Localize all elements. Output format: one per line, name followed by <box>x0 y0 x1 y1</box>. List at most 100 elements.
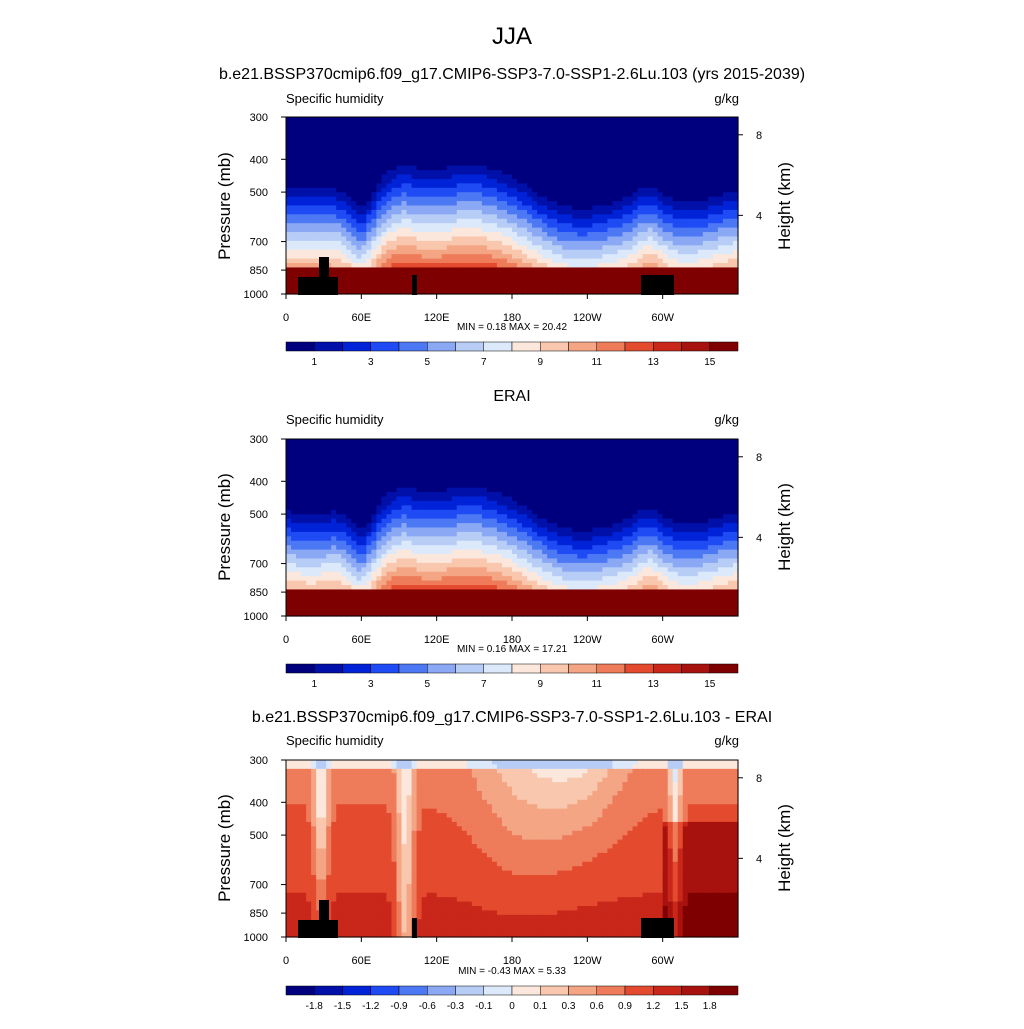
field-cell <box>487 152 493 157</box>
field-cell <box>562 166 568 171</box>
field-cell <box>412 192 418 197</box>
field-cell <box>537 245 543 250</box>
field-cell <box>507 483 513 488</box>
field-cell <box>402 210 408 215</box>
field-cell <box>457 276 463 281</box>
field-cell <box>643 250 649 255</box>
field-cell <box>643 466 649 471</box>
field-cell <box>683 130 689 135</box>
field-cell <box>668 166 674 171</box>
field-cell <box>607 135 613 140</box>
field-cell <box>653 452 659 457</box>
field-cell <box>376 117 382 122</box>
field-cell <box>658 474 664 479</box>
field-cell <box>402 474 408 479</box>
field-cell <box>487 479 493 484</box>
field-cell <box>728 457 734 462</box>
field-cell <box>688 470 694 475</box>
field-cell <box>577 175 583 180</box>
field-cell <box>432 214 438 219</box>
field-cell <box>417 439 423 444</box>
field-cell <box>678 236 684 241</box>
field-cell <box>698 236 704 241</box>
field-cell <box>658 228 664 233</box>
field-cell <box>386 175 392 180</box>
field-cell <box>628 236 634 241</box>
field-cell <box>336 206 342 211</box>
field-cell <box>557 130 563 135</box>
field-cell <box>713 474 719 479</box>
field-cell <box>371 206 377 211</box>
field-cell <box>376 263 382 268</box>
field-cell <box>673 492 679 497</box>
field-cell <box>698 130 704 135</box>
field-cell <box>477 228 483 233</box>
field-cell <box>628 259 634 264</box>
colorbar-swatch <box>569 342 597 351</box>
field-cell <box>622 285 628 290</box>
field-cell <box>622 497 628 502</box>
field-cell <box>522 210 528 215</box>
terrain-mask <box>319 257 329 295</box>
field-cell <box>412 175 418 180</box>
field-cell <box>477 263 483 268</box>
field-cell <box>683 483 689 488</box>
field-cell <box>633 135 639 140</box>
field-cell <box>532 117 538 122</box>
field-cell <box>532 166 538 171</box>
field-cell <box>457 166 463 171</box>
field-cell <box>653 461 659 466</box>
field-cell <box>341 210 347 215</box>
field-cell <box>482 223 488 228</box>
field-cell <box>296 245 302 250</box>
field-cell <box>366 448 372 453</box>
field-cell <box>643 179 649 184</box>
field-cell <box>472 210 478 215</box>
field-cell <box>688 267 694 272</box>
field-cell <box>407 281 413 286</box>
field-cell <box>522 175 528 180</box>
field-cell <box>628 281 634 286</box>
field-cell <box>386 492 392 497</box>
field-cell <box>547 117 553 122</box>
field-cell <box>557 241 563 246</box>
field-cell <box>341 448 347 453</box>
field-cell <box>341 144 347 149</box>
field-cell <box>638 192 644 197</box>
field-cell <box>542 232 548 237</box>
field-cell <box>582 166 588 171</box>
field-cell <box>622 479 628 484</box>
field-cell <box>718 201 724 206</box>
field-cell <box>417 210 423 215</box>
field-cell <box>607 214 613 219</box>
field-cell <box>567 117 573 122</box>
field-cell <box>512 483 518 488</box>
field-cell <box>447 448 453 453</box>
field-cell <box>638 263 644 268</box>
field-cell <box>457 157 463 162</box>
field-cell <box>668 448 674 453</box>
field-cell <box>638 250 644 255</box>
field-cell <box>537 259 543 264</box>
field-cell <box>492 263 498 268</box>
field-cell <box>457 236 463 241</box>
field-cell <box>457 439 463 444</box>
field-cell <box>628 443 634 448</box>
field-cell <box>412 126 418 131</box>
field-cell <box>447 497 453 502</box>
field-cell <box>673 197 679 202</box>
field-cell <box>331 170 337 175</box>
field-cell <box>658 457 664 462</box>
field-cell <box>311 250 317 255</box>
field-cell <box>331 439 337 444</box>
field-cell <box>602 281 608 286</box>
field-cell <box>678 479 684 484</box>
field-cell <box>517 236 523 241</box>
field-cell <box>718 228 724 233</box>
field-cell <box>688 223 694 228</box>
field-cell <box>602 250 608 255</box>
field-cell <box>427 152 433 157</box>
field-cell <box>582 121 588 126</box>
field-cell <box>482 219 488 224</box>
field-cell <box>407 479 413 484</box>
